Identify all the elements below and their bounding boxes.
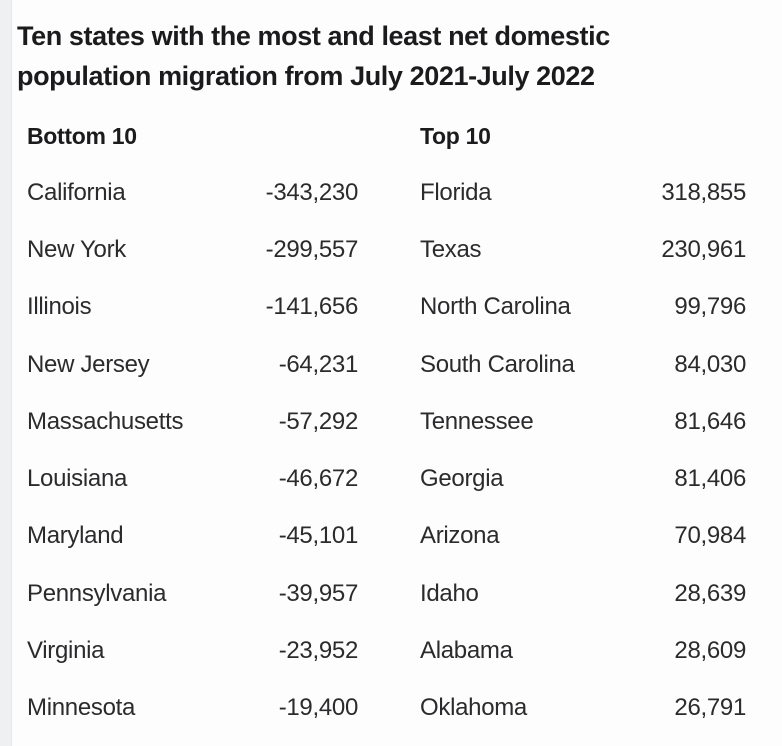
state-name: Louisiana [27, 465, 128, 493]
migration-value: 318,855 [661, 178, 746, 206]
migration-value: -39,957 [278, 579, 359, 607]
state-name: Illinois [27, 293, 92, 321]
table-row: Georgia 81,406 [420, 450, 746, 507]
migration-table-graphic: Ten states with the most and least net d… [17, 16, 765, 737]
migration-value: 99,796 [674, 293, 746, 321]
migration-value: 84,030 [674, 350, 746, 378]
state-name: Minnesota [27, 694, 136, 722]
migration-value: 28,609 [674, 637, 746, 665]
state-name: California [27, 178, 126, 206]
table-row: Oklahoma 26,791 [420, 680, 746, 737]
state-name: New York [27, 235, 126, 263]
table-row: Arizona 70,984 [420, 508, 746, 565]
state-name: Arizona [420, 522, 500, 550]
migration-value: 81,646 [674, 407, 746, 435]
state-name: Oklahoma [420, 694, 527, 722]
bottom-10-header: Bottom 10 [27, 122, 137, 149]
table-row: New York -299,557 [27, 221, 358, 278]
state-name: North Carolina [420, 293, 571, 321]
migration-value: -57,292 [278, 407, 359, 435]
migration-value: 26,791 [674, 694, 746, 722]
migration-value: -64,231 [278, 350, 359, 378]
table-row: Virginia -23,952 [27, 622, 358, 679]
bottom-10-table: Bottom 10 California -343,230 New York -… [27, 108, 358, 737]
state-name: Idaho [420, 579, 479, 607]
migration-value: -19,400 [278, 694, 359, 722]
migration-value: 28,639 [674, 579, 746, 607]
page-title: Ten states with the most and least net d… [17, 16, 717, 96]
migration-value: -299,557 [265, 235, 359, 263]
migration-value: -141,656 [265, 293, 359, 321]
migration-value: 230,961 [661, 235, 746, 263]
migration-value: 70,984 [674, 522, 746, 550]
table-row: Idaho 28,639 [420, 565, 746, 622]
table-row: Texas 230,961 [420, 221, 746, 278]
state-name: Tennessee [420, 407, 534, 435]
state-name: Florida [420, 178, 492, 206]
left-margin-strip [0, 0, 12, 746]
table-row: Alabama 28,609 [420, 622, 746, 679]
state-name: Georgia [420, 465, 504, 493]
table-row: Illinois -141,656 [27, 279, 358, 336]
top-10-table: Top 10 Florida 318,855 Texas 230,961 Nor… [420, 108, 746, 737]
table-row: Tennessee 81,646 [420, 393, 746, 450]
top-10-header: Top 10 [420, 122, 491, 149]
state-name: South Carolina [420, 350, 575, 378]
table-row: North Carolina 99,796 [420, 279, 746, 336]
state-name: New Jersey [27, 350, 150, 378]
migration-value: -46,672 [278, 465, 359, 493]
table-row: South Carolina 84,030 [420, 336, 746, 393]
table-row: New Jersey -64,231 [27, 336, 358, 393]
tables-container: Bottom 10 California -343,230 New York -… [27, 108, 765, 737]
table-row: Maryland -45,101 [27, 508, 358, 565]
state-name: Maryland [27, 522, 124, 550]
page-title-text: Ten states with the most and least net d… [17, 21, 610, 91]
state-name: Texas [420, 235, 482, 263]
state-name: Virginia [27, 637, 105, 665]
migration-value: -45,101 [278, 522, 359, 550]
migration-value: -343,230 [265, 178, 359, 206]
migration-value: 81,406 [674, 465, 746, 493]
state-name: Massachusetts [27, 407, 184, 435]
table-row: Minnesota -19,400 [27, 680, 358, 737]
table-row: Florida 318,855 [420, 164, 746, 221]
migration-value: -23,952 [278, 637, 359, 665]
table-row: California -343,230 [27, 164, 358, 221]
state-name: Alabama [420, 637, 513, 665]
table-row: Louisiana -46,672 [27, 450, 358, 507]
table-row: Massachusetts -57,292 [27, 393, 358, 450]
state-name: Pennsylvania [27, 579, 167, 607]
table-row: Pennsylvania -39,957 [27, 565, 358, 622]
